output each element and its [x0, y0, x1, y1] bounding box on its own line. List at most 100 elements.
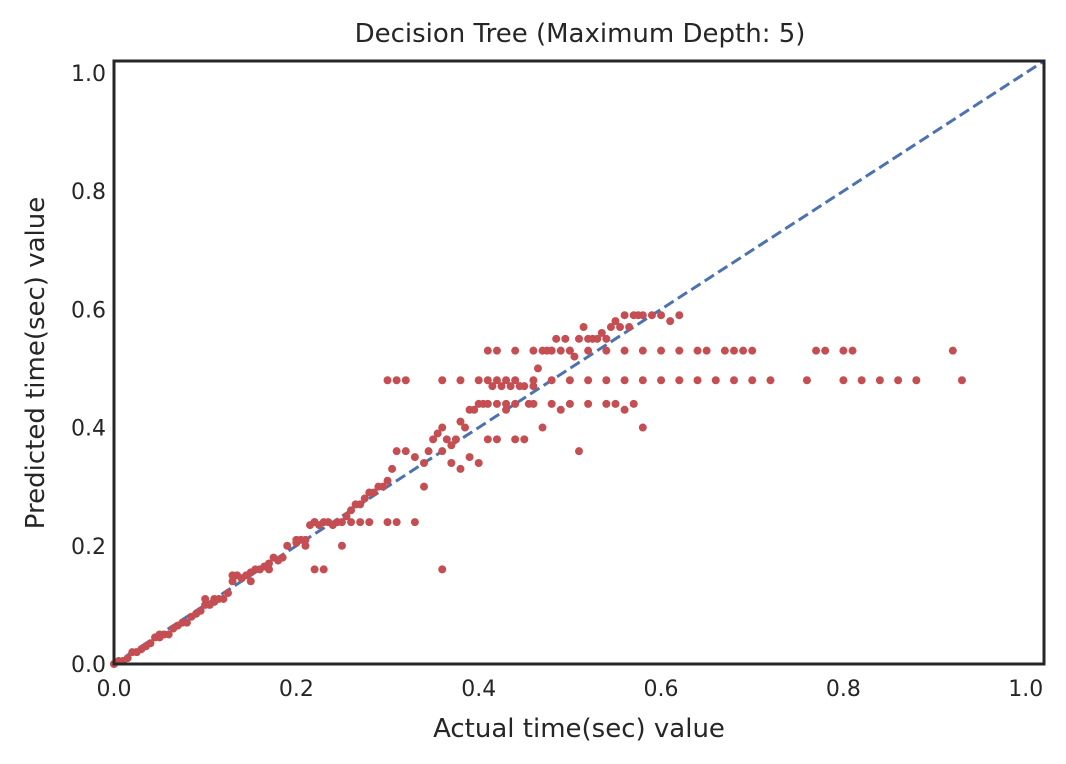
y-tick-label: 0.2: [71, 535, 106, 560]
scatter-point: [511, 399, 520, 408]
scatter-point: [529, 399, 538, 408]
scatter-point: [511, 346, 520, 355]
scatter-point: [912, 376, 921, 385]
scatter-point: [520, 382, 529, 391]
scatter-point: [666, 317, 675, 326]
scatter-point: [533, 364, 542, 373]
scatter-point: [529, 382, 538, 391]
scatter-point: [228, 577, 237, 586]
scatter-point: [693, 346, 702, 355]
scatter-point: [438, 423, 447, 432]
scatter-point: [201, 594, 210, 603]
scatter-point: [584, 346, 593, 355]
scatter-point: [492, 399, 501, 408]
x-ticks-layer: 0.0 0.2 0.4 0.6 0.8 1.0: [97, 677, 1044, 702]
scatter-point: [857, 376, 866, 385]
y-tick-label: 0.8: [71, 180, 106, 205]
scatter-point: [611, 399, 620, 408]
scatter-point: [657, 346, 666, 355]
scatter-point: [875, 376, 884, 385]
scatter-point: [948, 346, 957, 355]
scatter-point: [556, 346, 565, 355]
y-tick-label: 0.4: [71, 417, 106, 442]
scatter-point: [625, 323, 634, 332]
scatter-point: [620, 376, 629, 385]
scatter-point: [438, 376, 447, 385]
scatter-point: [283, 541, 292, 550]
scatter-point: [638, 376, 647, 385]
scatter-point: [570, 352, 579, 361]
scatter-point: [447, 459, 456, 467]
y-tick-label: 1.0: [71, 62, 106, 87]
scatter-point: [812, 346, 821, 355]
scatter-point: [506, 382, 515, 391]
scatter-point: [739, 346, 748, 355]
scatter-point: [383, 476, 392, 485]
scatter-point: [342, 512, 351, 521]
scatter-point: [492, 346, 501, 355]
scatter-point: [675, 376, 684, 385]
scatter-point: [369, 488, 378, 497]
scatter-point: [429, 435, 438, 444]
chart-title: Decision Tree (Maximum Depth: 5): [355, 19, 806, 49]
scatter-point: [657, 376, 666, 385]
scatter-point: [529, 376, 538, 385]
scatter-point: [456, 417, 465, 426]
scatter-point: [584, 376, 593, 385]
scatter-point: [278, 553, 287, 562]
scatter-point: [720, 346, 729, 355]
scatter-point: [602, 334, 611, 343]
scatter-point: [502, 399, 511, 408]
scatter-point: [611, 317, 620, 326]
x-tick-label: 0.6: [644, 677, 679, 702]
scatter-point: [310, 565, 319, 574]
x-tick-label: 0.0: [97, 677, 132, 702]
scatter-point: [347, 506, 356, 515]
scatter-point: [483, 346, 492, 355]
scatter-point: [447, 441, 456, 450]
scatter-point: [766, 376, 775, 385]
scatter-point: [474, 376, 483, 385]
scatter-point: [420, 459, 428, 467]
scatter-point: [647, 311, 656, 320]
x-tick-label: 0.8: [826, 677, 861, 702]
x-axis-label: Actual time(sec) value: [433, 714, 725, 744]
scatter-point: [511, 435, 520, 444]
scatter-point: [520, 435, 529, 444]
scatter-point: [657, 311, 666, 320]
scatter-point: [424, 447, 433, 456]
scatter-point: [456, 376, 465, 385]
scatter-point: [164, 630, 173, 639]
scatter-point: [182, 618, 191, 627]
scatter-point: [470, 405, 479, 414]
x-tick-label: 0.2: [279, 677, 314, 702]
scatter-point: [442, 435, 451, 444]
scatter-point: [529, 346, 538, 355]
scatter-point: [556, 405, 565, 414]
x-tick-label: 1.0: [1008, 677, 1043, 702]
scatter-point: [223, 589, 232, 598]
scatter-point: [748, 346, 757, 355]
scatter-point: [606, 323, 615, 332]
scatter-point: [365, 518, 374, 527]
scatter-point: [378, 482, 387, 491]
scatter-point: [616, 323, 625, 332]
scatter-point: [602, 346, 611, 355]
scatter-point: [584, 399, 593, 408]
scatter-point: [433, 429, 442, 438]
scatter-point: [620, 405, 629, 414]
scatter-point: [597, 328, 606, 337]
scatter-point: [356, 500, 365, 509]
scatter-point: [483, 435, 492, 444]
scatter-point: [123, 654, 132, 663]
scatter-point: [456, 464, 465, 473]
scatter-point: [210, 594, 219, 603]
scatter-point: [579, 323, 588, 332]
scatter-points-layer: [110, 311, 966, 668]
scatter-point: [310, 518, 319, 527]
scatter-point: [410, 453, 419, 462]
scatter-point: [465, 453, 474, 462]
scatter-point: [502, 405, 511, 414]
scatter-point: [265, 565, 273, 574]
